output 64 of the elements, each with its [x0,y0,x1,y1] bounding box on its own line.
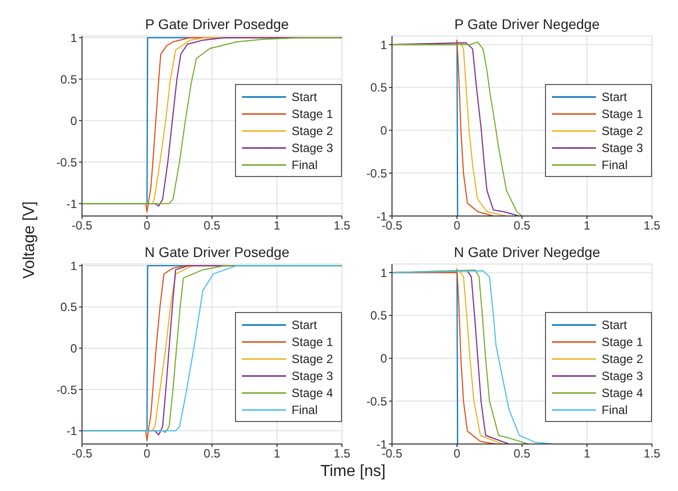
y-tick-label: -1 [376,209,388,224]
y-tick-label: -1 [66,424,78,438]
x-tick-label: 0 [144,218,151,233]
chart-title: P Gate Driver Posedge [144,16,290,32]
legend-label: Stage 4 [602,386,643,400]
x-tick-label: 1 [584,446,591,461]
y-tick-label: -0.5 [366,166,388,180]
legend-label: Stage 3 [602,368,643,382]
x-tick-label: 1.5 [334,446,351,461]
legend-label: Stage 2 [292,124,333,138]
legend-label: Stage 2 [602,124,643,138]
x-tick-label: 0.5 [204,446,221,461]
x-tick-label: 0 [144,446,151,461]
legend-label: Final [602,402,628,416]
x-tick-label: 0.5 [204,218,221,233]
legend-label: Stage 1 [292,106,333,120]
y-tick-label: 1 [380,266,388,280]
y-tick-label: 0.5 [60,300,78,314]
x-tick-label: 1.5 [334,218,351,233]
legend-label: Stage 2 [292,352,333,366]
x-tick-label: 1 [584,218,591,233]
y-tick-label: -0.5 [56,382,78,397]
legend-label: Stage 2 [602,352,643,366]
legend-label: Stage 1 [602,334,643,348]
legend-label: Stage 3 [602,140,643,154]
y-tick-label: 0 [70,341,78,356]
chart-title: P Gate Driver Negedge [453,16,601,32]
legend-label: Start [602,90,627,104]
x-axis-title: Time [ns] [319,463,387,481]
legend-label: Stage 3 [292,368,333,382]
x-tick-label: 1 [274,218,281,233]
y-tick-label: 0.5 [370,308,388,323]
x-tick-label: 1.5 [644,446,661,461]
y-tick-label: 1 [380,38,388,52]
y-tick-label: 0 [380,352,388,366]
y-tick-label: 0.5 [60,72,78,86]
x-tick-label: 0.5 [514,218,531,233]
legend-label: Start [292,318,317,332]
legend-label: Final [292,402,318,416]
chart-title: N Gate Driver Negedge [452,244,602,260]
x-tick-label: 0 [454,218,461,233]
legend-label: Stage 1 [602,106,643,120]
legend-label: Stage 1 [292,334,333,348]
x-tick-label: 1.5 [644,218,661,233]
y-tick-label: 1 [70,258,78,273]
legend-label: Stage 4 [292,386,333,400]
legend-label: Stage 3 [292,140,333,154]
legend-label: Start [602,318,627,332]
x-tick-label: 0.5 [514,446,531,461]
y-tick-label: -1 [66,196,78,211]
y-tick-label: -0.5 [56,155,78,170]
y-tick-label: 0.5 [370,80,388,95]
chart-title: N Gate Driver Posedge [144,244,290,260]
legend-label: Final [292,158,318,172]
legend-label: Final [602,158,628,172]
x-tick-label: 1 [274,446,281,461]
y-tick-label: 1 [70,30,78,45]
y-axis-title: Voltage [V] [21,201,39,279]
legend-label: Start [292,90,317,104]
y-tick-label: -0.5 [366,394,388,408]
y-tick-label: 0 [70,114,78,128]
x-tick-label: 0 [454,446,461,461]
y-tick-label: 0 [380,124,388,138]
y-tick-label: -1 [376,437,388,452]
